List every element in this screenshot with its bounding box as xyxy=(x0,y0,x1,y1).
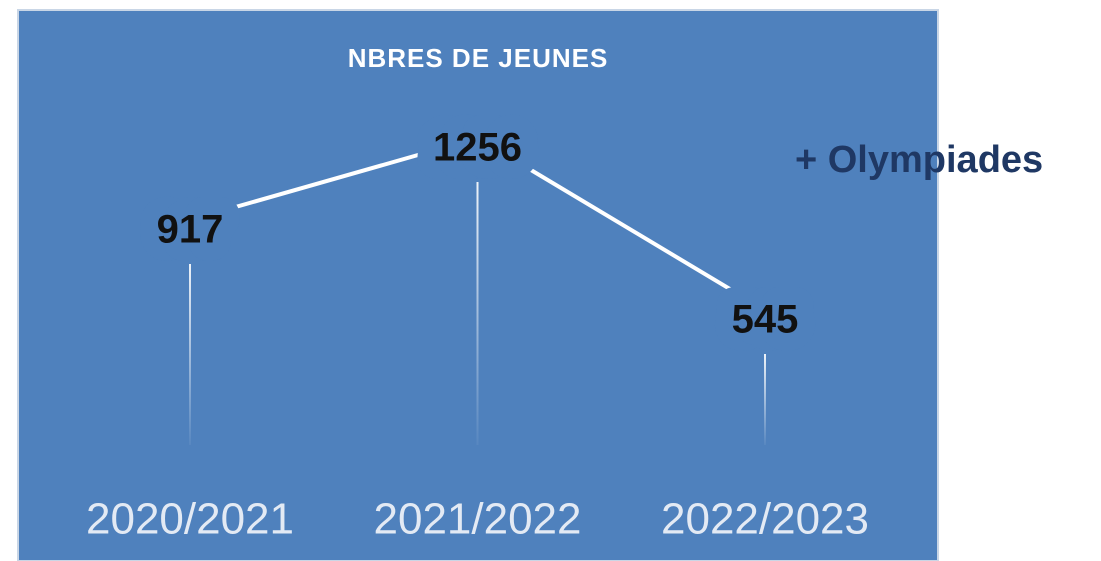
data-label: 917 xyxy=(157,208,224,252)
x-tick-label: 2021/2022 xyxy=(374,495,582,544)
data-label: 545 xyxy=(732,298,799,342)
data-label: 1256 xyxy=(433,126,522,170)
annotation: + Olympiades xyxy=(795,139,1043,181)
line xyxy=(189,135,767,312)
x-tick-label: 2020/2021 xyxy=(86,495,294,544)
chart-title: NBRES DE JEUNES xyxy=(348,43,609,73)
x-tick-label: 2022/2023 xyxy=(661,495,869,544)
